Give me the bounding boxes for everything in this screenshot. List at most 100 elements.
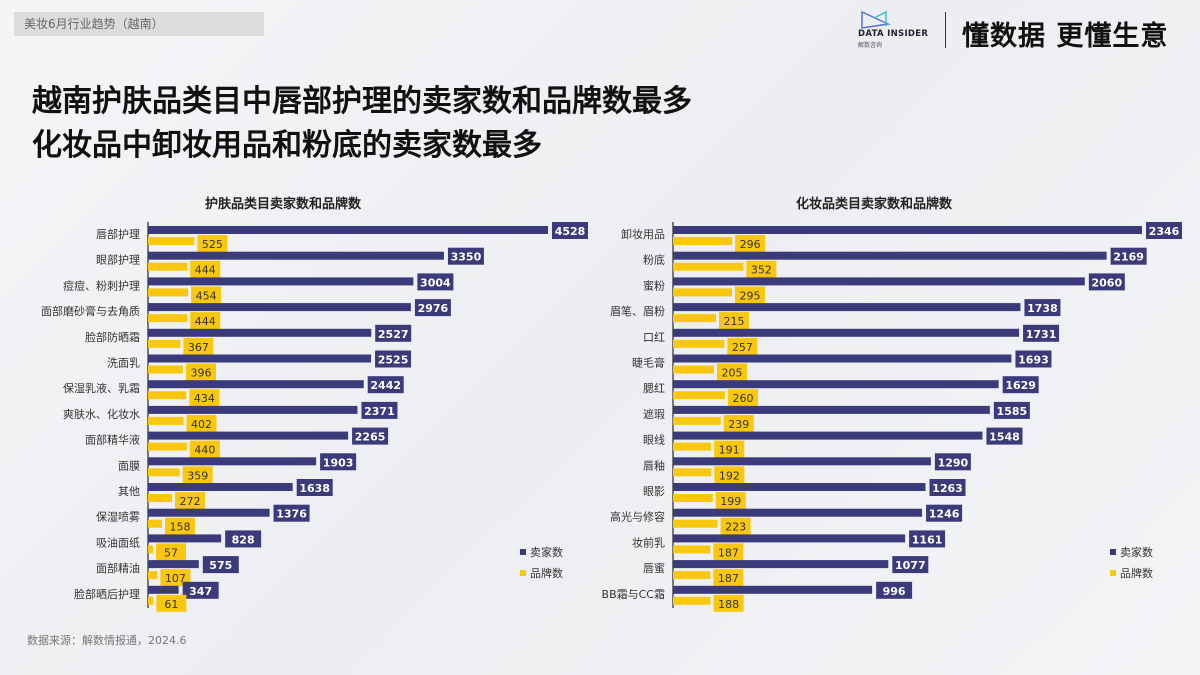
seller-value-box [182, 581, 219, 599]
category-label: 爽肤水、化妆水 [63, 407, 140, 421]
brand-value-label: 199 [720, 495, 741, 508]
header-divider [945, 12, 946, 48]
seller-value-label: 3004 [420, 276, 451, 289]
category-label: 卸妆用品 [621, 227, 665, 241]
category-label: 遮瑕 [643, 407, 665, 421]
seller-value-box [934, 453, 971, 471]
seller-value-box [876, 581, 913, 599]
brand-bar [148, 545, 154, 554]
seller-bar [673, 303, 1021, 312]
brand-bar [673, 545, 711, 554]
seller-bar [673, 380, 999, 389]
brand-bar [148, 416, 184, 425]
brand-value-box [185, 363, 216, 381]
seller-value-label: 2346 [1149, 225, 1180, 238]
category-label: 睫毛膏 [632, 356, 665, 370]
seller-value-box [993, 401, 1030, 419]
seller-value-label: 1161 [912, 533, 943, 546]
brand-bar [673, 314, 716, 323]
category-label: 痘痘、粉刺护理 [63, 278, 140, 292]
brand-value-label: 402 [191, 418, 212, 431]
category-label: 脸部防晒霜 [85, 330, 140, 344]
category-label: 妆前乳 [632, 535, 665, 549]
brand-value-box [183, 337, 214, 355]
seller-value-box [1002, 376, 1039, 394]
seller-bar [673, 431, 983, 440]
category-label: 其他 [118, 485, 140, 498]
brand-bar [148, 442, 187, 451]
seller-value-label: 1077 [895, 559, 926, 572]
chart-title-makeup: 化妆品类目卖家数和品牌数 [796, 197, 953, 212]
category-label: 保湿喷雾 [96, 510, 140, 524]
legend-label: 品牌数 [530, 566, 563, 580]
seller-value-box [929, 479, 966, 496]
seller-value-box [447, 247, 484, 265]
seller-bar [148, 277, 414, 286]
brand-value-label: 260 [732, 392, 753, 405]
brand-value-label: 188 [718, 598, 739, 611]
seller-bar [148, 560, 199, 569]
brand-bar [673, 416, 721, 425]
seller-value-box [417, 273, 454, 291]
data-source: 数据来源：解数情报通，2024.6 [27, 634, 187, 647]
seller-value-box [352, 427, 389, 445]
seller-value-label: 1903 [323, 456, 354, 469]
brand-value-box [727, 389, 758, 407]
category-label: 洗面乳 [107, 357, 140, 370]
category-label: 吸油面纸 [96, 535, 140, 549]
brand-value-box [713, 569, 744, 587]
brand-value-box [189, 389, 220, 407]
seller-bar [673, 328, 1020, 337]
seller-bar [148, 328, 372, 337]
seller-bar [673, 508, 923, 517]
brand-value-label: 352 [751, 264, 772, 277]
brand-value-box [716, 363, 747, 381]
category-label: 高光与修容 [610, 510, 665, 524]
seller-bar [148, 354, 372, 363]
seller-value-box [552, 222, 588, 239]
seller-value-box [1024, 299, 1061, 317]
seller-bar [148, 303, 411, 312]
seller-value-box [1146, 222, 1182, 239]
category-label: 腮红 [643, 382, 665, 395]
brand-value-label: 444 [195, 315, 216, 328]
brand-bar [673, 365, 714, 374]
category-label: 蜜粉 [643, 278, 665, 292]
brand-value-box [715, 492, 746, 509]
seller-value-label: 2060 [1092, 276, 1123, 289]
seller-value-label: 4528 [555, 225, 586, 238]
seller-value-label: 2169 [1113, 251, 1144, 264]
brand-bar [673, 571, 711, 580]
brand-value-box [720, 517, 751, 535]
seller-bar [673, 226, 1142, 234]
seller-value-label: 2527 [378, 328, 409, 341]
brand-value-box [713, 594, 744, 612]
seller-bar [673, 405, 990, 414]
brand-bar [673, 288, 732, 297]
seller-bar [148, 226, 548, 234]
brand-value-label: 192 [719, 469, 740, 482]
brand-value-box [189, 440, 220, 458]
seller-value-label: 1548 [989, 431, 1020, 444]
seller-value-label: 1738 [1027, 302, 1058, 315]
seller-value-label: 996 [883, 585, 906, 598]
brand-value-box [746, 260, 777, 278]
brand-value-label: 367 [188, 341, 209, 354]
brand-value-box [714, 466, 745, 484]
slogan: 懂数据 更懂生意 [962, 21, 1169, 52]
logo-text: DATA INSIDER [858, 29, 929, 39]
seller-value-box [320, 453, 357, 471]
brand-bar [673, 391, 725, 400]
brand-value-label: 296 [740, 238, 761, 251]
seller-bar [673, 354, 1012, 363]
brand-value-box [190, 260, 221, 278]
brand-value-box [182, 466, 213, 484]
category-label: 面部精华液 [85, 433, 140, 447]
brand-bar [148, 519, 162, 528]
seller-value-box [1110, 247, 1147, 265]
seller-value-label: 2265 [355, 431, 386, 444]
page-title: 越南护肤品类目中唇部护理的卖家数和品牌数最多 化妆品中卸妆用品和粉底的卖家数最多 [32, 80, 692, 168]
brand-bar [148, 494, 173, 502]
brand-bar [673, 237, 733, 245]
brand-value-box [735, 235, 766, 252]
